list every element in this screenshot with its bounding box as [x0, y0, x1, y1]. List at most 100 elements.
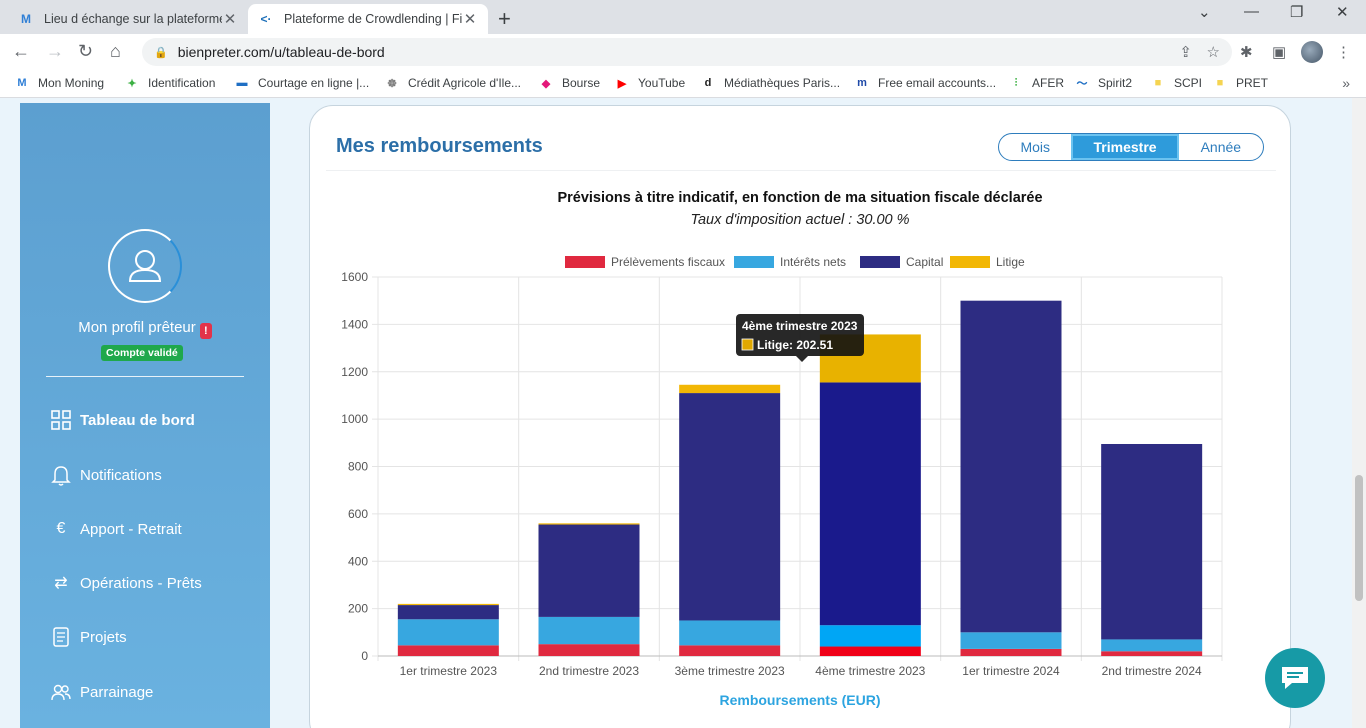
scrollbar-thumb[interactable] — [1355, 475, 1363, 601]
x-tick-label: 1er trimestre 2023 — [400, 664, 498, 678]
bookmarks-bar: M Mon Moning ✦ Identification ▬ Courtage… — [0, 70, 1366, 98]
sidebar-item-label: Opérations - Prêts — [80, 574, 202, 592]
tooltip-title: 4ème trimestre 2023 — [742, 319, 858, 333]
bar-segment — [960, 632, 1062, 649]
period-button-trimestre[interactable]: Trimestre — [1071, 134, 1179, 160]
period-button-annee[interactable]: Année — [1200, 139, 1242, 155]
sidebar-item-notifications[interactable]: Notifications — [50, 464, 162, 486]
back-icon[interactable]: ← — [12, 41, 30, 61]
bar-segment — [819, 382, 921, 626]
moning-tab-icon: M — [21, 12, 31, 26]
sidebar-item-operations-prets[interactable]: ⇄ Opérations - Prêts — [50, 572, 202, 594]
profile-name[interactable]: Mon profil prêteur! — [20, 319, 270, 339]
sidebar-item-label: Parrainage — [80, 683, 154, 701]
restore-icon[interactable]: ❐ — [1290, 4, 1304, 21]
bar-segment — [538, 644, 640, 656]
extensions-icon[interactable]: ✱ — [1240, 44, 1253, 61]
status-badge: Compte validé — [101, 345, 183, 361]
profile-avatar-icon[interactable] — [1301, 41, 1323, 63]
browser-tab-active[interactable]: <· Plateforme de Crowdlending | Fir ✕ — [248, 4, 488, 34]
vertical-scrollbar[interactable] — [1352, 98, 1366, 728]
card-divider — [326, 170, 1276, 171]
bookmark-label: PRET — [1236, 76, 1269, 90]
address-bar: ← → ↻ ⌂ 🔒 bienpreter.com/u/tableau-de-bo… — [0, 34, 1366, 70]
y-tick-label: 400 — [348, 554, 368, 568]
bookmark-credit-agricole[interactable]: ☸ Crédit Agricole d'Ile... — [384, 76, 521, 90]
euro-icon: € — [56, 520, 66, 537]
minimize-icon[interactable]: — — [1244, 3, 1259, 20]
bar-segment — [538, 616, 640, 645]
url-field[interactable]: 🔒 bienpreter.com/u/tableau-de-bord ⇪ ☆ — [142, 38, 1232, 66]
forward-icon[interactable]: → — [46, 41, 64, 61]
bookmark-label: Médiathèques Paris... — [724, 76, 841, 90]
bar-segment — [1101, 639, 1203, 652]
bookmark-identification[interactable]: ✦ Identification — [124, 76, 215, 90]
browser-tab-bar: M Lieu d échange sur la plateforme ✕ <· … — [0, 0, 1366, 34]
legend-label: Prélèvements fiscaux — [611, 255, 725, 269]
legend-swatch — [734, 256, 774, 268]
bar-segment — [960, 648, 1062, 656]
bookmark-label: Crédit Agricole d'Ile... — [408, 76, 522, 90]
period-button-mois[interactable]: Mois — [1020, 139, 1050, 155]
share-icon[interactable]: ⇪ — [1179, 44, 1192, 61]
tab-search-icon[interactable]: ⌄ — [1198, 4, 1211, 21]
bookmark-scpi[interactable]: ■ SCPI — [1150, 76, 1202, 90]
ca-icon: ☸ — [387, 77, 397, 90]
legend-swatch — [860, 256, 900, 268]
chat-button[interactable] — [1265, 648, 1325, 708]
new-tab-icon[interactable]: + — [498, 6, 511, 31]
bookmark-courtage[interactable]: ▬ Courtage en ligne |... — [234, 76, 370, 90]
bookmark-bourse[interactable]: ◆ Bourse — [538, 76, 600, 90]
sidebar-item-parrainage[interactable]: Parrainage — [50, 681, 153, 703]
avatar[interactable] — [108, 229, 182, 303]
legend-swatch — [950, 256, 990, 268]
sidebar-divider — [46, 376, 244, 377]
legend-label: Intérêts nets — [780, 255, 846, 269]
bookmark-afer[interactable]: ⫶ AFER — [1008, 76, 1064, 90]
bar-segment — [679, 620, 781, 646]
tab-title: Lieu d échange sur la plateforme — [44, 12, 222, 26]
menu-icon[interactable]: ⋮ — [1336, 44, 1351, 61]
side-panel-icon[interactable]: ▣ — [1272, 44, 1287, 61]
close-tab-icon[interactable]: ✕ — [463, 11, 477, 28]
bourse-icon: ◆ — [541, 77, 551, 90]
bookmark-free-email[interactable]: m Free email accounts... — [854, 76, 996, 90]
folder-icon: ■ — [1216, 77, 1224, 89]
y-tick-label: 0 — [361, 649, 368, 663]
reload-icon[interactable]: ↻ — [78, 41, 94, 61]
y-tick-label: 800 — [348, 460, 368, 474]
legend-label: Capital — [906, 255, 943, 269]
dashboard-icon — [50, 409, 72, 431]
repayments-chart[interactable]: 0 200 400 600 800 1000 1200 1400 1600 Prélèvement… — [310, 106, 1290, 726]
bar-segment — [538, 523, 640, 525]
sidebar-item-label: Notifications — [80, 466, 162, 484]
close-tab-icon[interactable]: ✕ — [223, 11, 237, 28]
sidebar-item-tableau-de-bord[interactable]: Tableau de bord — [50, 409, 195, 431]
x-tick-label: 2nd trimestre 2024 — [1102, 664, 1202, 678]
bookmark-label: Courtage en ligne |... — [258, 76, 370, 90]
bookmark-star-icon[interactable]: ☆ — [1206, 44, 1220, 61]
bookmark-pret[interactable]: ■ PRET — [1212, 76, 1268, 90]
bookmark-youtube[interactable]: ▶ YouTube — [614, 76, 685, 90]
bookmark-spirit2[interactable]: 〜 Spirit2 — [1074, 76, 1133, 90]
sidebar-item-label: Apport - Retrait — [80, 520, 182, 538]
home-icon[interactable]: ⌂ — [110, 41, 121, 61]
close-window-icon[interactable]: ✕ — [1336, 4, 1349, 21]
bookmark-mediatheques[interactable]: d Médiathèques Paris... — [700, 76, 840, 90]
sidebar: Mon profil prêteur! Compte validé Tablea… — [20, 103, 270, 728]
bookmark-label: Free email accounts... — [878, 76, 997, 90]
legend-swatch — [565, 256, 605, 268]
folder-icon: ■ — [1154, 77, 1162, 89]
x-axis-title: Remboursements (EUR) — [719, 692, 880, 708]
tab-title: Plateforme de Crowdlending | Fir — [284, 12, 462, 26]
bars-icon: ▬ — [236, 77, 248, 89]
sidebar-item-apport-retrait[interactable]: € Apport - Retrait — [50, 518, 182, 540]
spirit-icon: 〜 — [1076, 78, 1088, 90]
sidebar-item-projets[interactable]: Projets — [50, 626, 127, 648]
x-tick-label: 4ème trimestre 2023 — [815, 664, 925, 678]
page-content: Mon profil prêteur! Compte validé Tablea… — [0, 98, 1352, 728]
lock-icon: 🔒 — [154, 46, 168, 59]
bookmark-mon-moning[interactable]: M Mon Moning — [14, 76, 104, 90]
more-bookmarks-icon[interactable]: » — [1342, 75, 1350, 91]
browser-tab[interactable]: M Lieu d échange sur la plateforme ✕ — [8, 4, 248, 34]
